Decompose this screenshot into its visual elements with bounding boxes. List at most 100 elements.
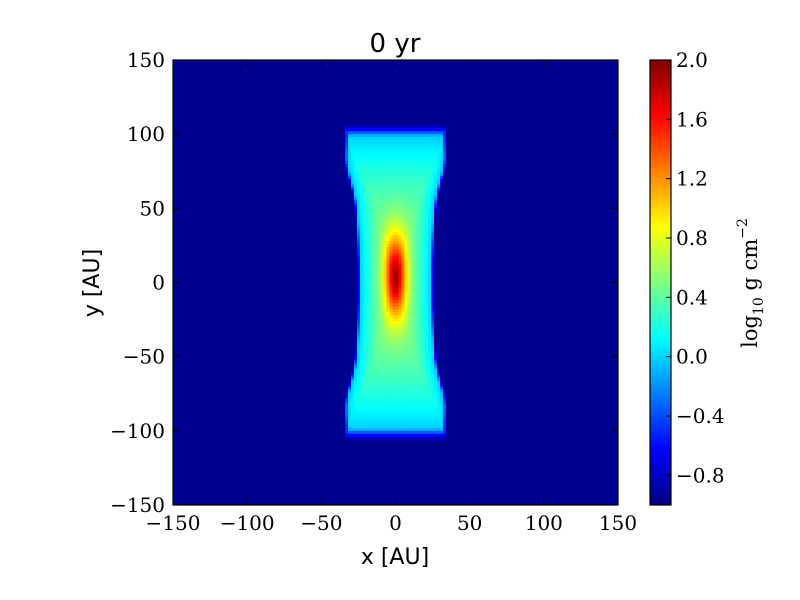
heatmap-cell	[407, 214, 411, 218]
heatmap-cell	[434, 421, 438, 426]
heatmap-cell	[365, 439, 370, 444]
heatmap-cell	[362, 261, 367, 266]
heatmap-cell	[374, 196, 379, 200]
heatmap-cell	[410, 359, 414, 363]
heatmap-cell	[368, 157, 373, 162]
heatmap-cell	[401, 157, 405, 162]
heatmap-cell	[380, 407, 385, 411]
heatmap-cell	[356, 149, 361, 153]
heatmap-cell	[365, 264, 370, 269]
heatmap-cell	[380, 294, 385, 298]
heatmap-cell	[401, 243, 405, 248]
heatmap-cell	[413, 285, 417, 289]
heatmap-cell	[404, 267, 408, 272]
heatmap-cell	[398, 255, 402, 260]
heatmap-cell	[440, 433, 444, 438]
heatmap-cell	[386, 146, 390, 150]
heatmap-cell	[407, 143, 411, 147]
heatmap-cell	[371, 143, 376, 147]
heatmap-cell	[386, 137, 390, 141]
heatmap-cell	[353, 321, 358, 325]
heatmap-cell	[362, 196, 367, 200]
heatmap-cell	[374, 312, 379, 316]
heatmap-cell	[362, 436, 367, 441]
heatmap-cell	[422, 252, 426, 257]
heatmap-cell	[356, 175, 361, 180]
heatmap-cell	[401, 371, 405, 375]
heatmap-cell	[410, 166, 414, 171]
heatmap-cell	[374, 181, 379, 185]
heatmap-cell	[353, 433, 358, 438]
heatmap-cell	[428, 439, 432, 444]
heatmap-cell	[380, 240, 385, 245]
heatmap-cell	[380, 416, 385, 420]
heatmap-cell	[431, 309, 435, 313]
heatmap-cell	[410, 344, 414, 349]
heatmap-cell	[419, 324, 423, 328]
heatmap-cell	[392, 353, 396, 358]
colorbar-segment	[650, 408, 671, 413]
heatmap-cell	[422, 211, 426, 215]
heatmap-cell	[389, 439, 393, 444]
heatmap-cell	[386, 199, 390, 203]
heatmap-cell	[404, 362, 408, 366]
heatmap-cell	[395, 181, 399, 185]
heatmap-cell	[395, 205, 399, 209]
heatmap-cell	[437, 404, 441, 408]
heatmap-cell	[425, 389, 429, 393]
heatmap-cell	[422, 246, 426, 251]
heatmap-cell	[425, 294, 429, 298]
heatmap-cell	[395, 172, 399, 177]
heatmap-cell	[431, 297, 435, 301]
heatmap-cell	[362, 365, 367, 369]
heatmap-cell	[353, 169, 358, 174]
heatmap-cell	[425, 199, 429, 203]
heatmap-cell	[353, 427, 358, 432]
heatmap-cell	[431, 335, 435, 340]
heatmap-cell	[407, 312, 411, 316]
heatmap-cell	[386, 439, 390, 444]
colorbar-segment	[650, 152, 671, 157]
heatmap-cell	[356, 341, 361, 346]
heatmap-cell	[351, 151, 355, 156]
heatmap-cell	[434, 169, 438, 174]
colorbar-segment	[650, 78, 671, 83]
heatmap-cell	[386, 335, 390, 340]
heatmap-cell	[440, 184, 444, 188]
heatmap-cell	[371, 424, 376, 429]
heatmap-cell	[401, 427, 405, 432]
heatmap-cell	[368, 134, 373, 138]
heatmap-cell	[365, 395, 370, 399]
heatmap-cell	[368, 143, 373, 147]
heatmap-cell	[356, 208, 361, 212]
heatmap-cell	[383, 235, 387, 239]
heatmap-cell	[401, 347, 405, 352]
heatmap-cell	[389, 172, 393, 177]
heatmap-cell	[437, 421, 441, 426]
heatmap-cell	[380, 288, 385, 292]
heatmap-cell	[359, 202, 364, 206]
heatmap-cell	[365, 196, 370, 200]
heatmap-cell	[392, 297, 396, 301]
heatmap-cell	[371, 181, 376, 185]
heatmap-cell	[386, 154, 390, 159]
heatmap-cell	[359, 389, 364, 393]
heatmap-cell	[401, 430, 405, 435]
heatmap-cell	[368, 243, 373, 248]
heatmap-cell	[389, 223, 393, 227]
heatmap-cell	[401, 276, 405, 280]
heatmap-cell	[445, 128, 450, 132]
heatmap-cell	[368, 389, 373, 393]
heatmap-cell	[392, 386, 396, 390]
heatmap-cell	[377, 243, 382, 248]
heatmap-cell	[395, 128, 399, 132]
heatmap-cell	[368, 249, 373, 254]
heatmap-cell	[353, 371, 358, 375]
heatmap-cell	[359, 430, 364, 435]
heatmap-cell	[389, 211, 393, 215]
heatmap-cell	[389, 416, 393, 420]
heatmap-cell	[431, 401, 435, 405]
heatmap-cell	[359, 327, 364, 331]
heatmap-cell	[392, 220, 396, 224]
heatmap-cell	[407, 249, 411, 254]
